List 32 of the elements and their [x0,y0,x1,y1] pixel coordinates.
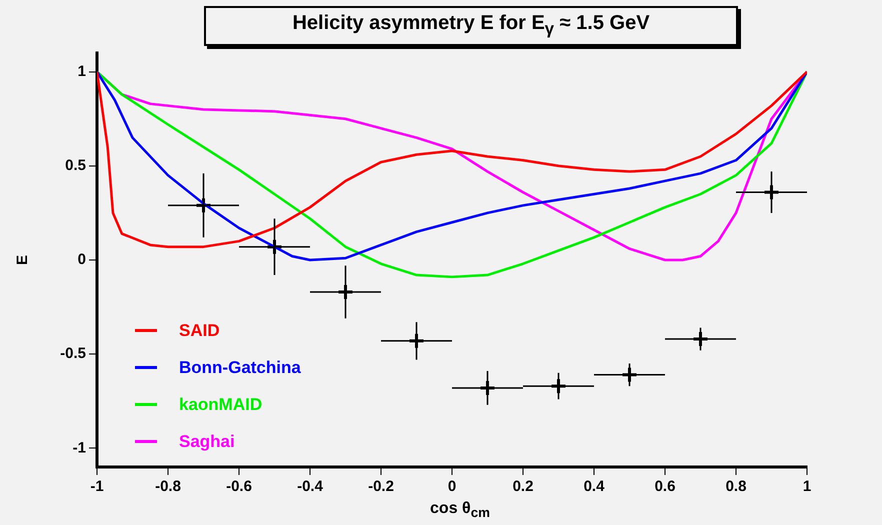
legend-label: kaonMAID [179,394,262,414]
legend-label: Bonn-Gatchina [179,358,301,378]
x-tick-label: -0.6 [226,478,252,496]
x-tick-label: -0.4 [297,478,324,496]
x-tick-label: 1 [802,478,812,496]
y-tick-label: 0 [78,251,86,268]
point [408,332,425,350]
point [763,184,780,201]
point [337,283,354,300]
point [479,379,496,396]
x-axis-title: cos θ$_{cm}$ [429,500,491,520]
x-tick-label: -0.2 [368,478,394,496]
x-tick-label: 0 [448,478,456,496]
x-tick-label: 0.8 [726,478,746,496]
legend-label: Saghai [179,432,235,452]
y-tick-label: 1 [78,62,86,80]
point [692,330,709,348]
y-tick-label: -0.5 [60,345,86,362]
point [195,196,212,214]
x-tick-label: -1 [90,478,104,496]
chart-title: Helicity asymmetry E for E$_{γ}$ ≈ 1.5 GeV [204,6,738,46]
x-tick-label: 0.2 [512,478,534,496]
y-tick-label: 0.5 [65,157,86,174]
x-tick-label: -0.8 [155,478,181,496]
x-tick-label: 0.6 [654,478,676,496]
y-tick-label: -1 [72,439,86,456]
point [266,238,283,256]
x-tick-label: 0.4 [584,478,606,496]
legend-label: SAID [179,320,220,340]
y-axis-title: E [14,254,32,266]
point [621,366,638,384]
point [550,378,567,395]
